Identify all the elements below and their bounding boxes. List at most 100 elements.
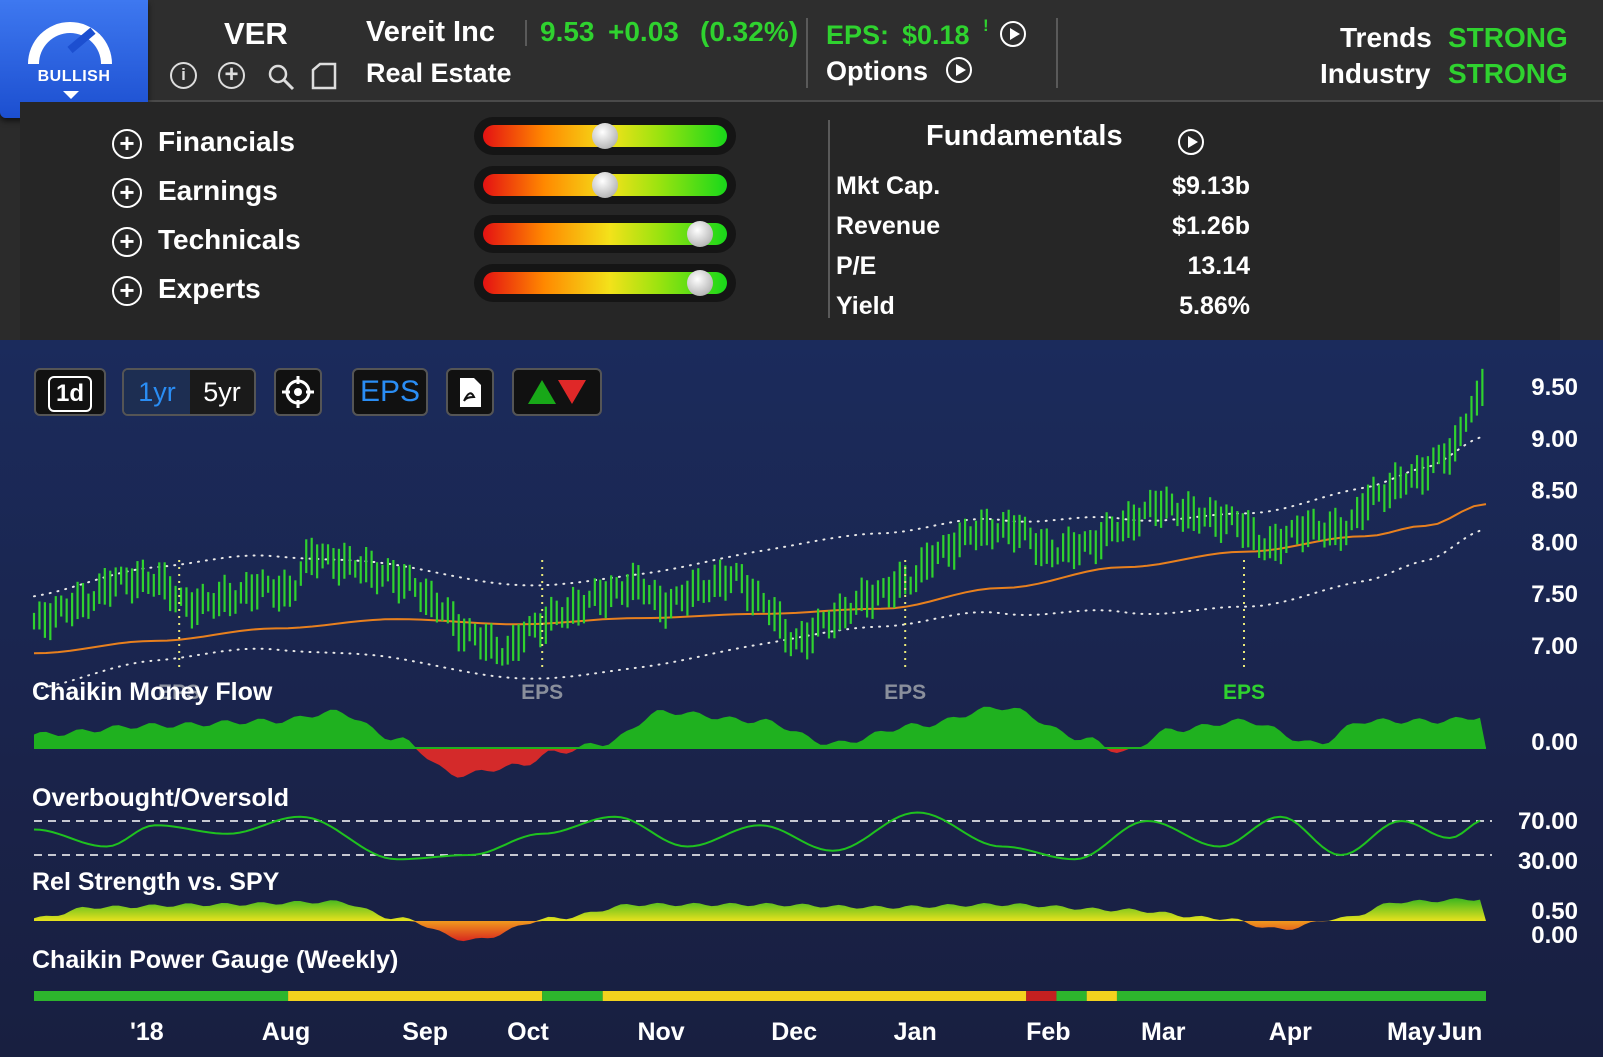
divider bbox=[525, 20, 527, 46]
fund-label: P/E bbox=[836, 252, 877, 280]
slider-knob bbox=[687, 221, 714, 247]
fund-label: Yield bbox=[836, 292, 895, 320]
expand-earnings-icon[interactable]: + bbox=[112, 178, 142, 208]
x-axis-label: Oct bbox=[507, 1018, 549, 1046]
options-play-icon[interactable] bbox=[946, 57, 972, 83]
power-gauge-segment bbox=[1086, 991, 1117, 1001]
slider-knob bbox=[592, 172, 618, 198]
up-down-arrows-icon bbox=[528, 380, 586, 404]
ticker-symbol: VER bbox=[224, 16, 288, 51]
x-axis-label: Mar bbox=[1141, 1018, 1186, 1046]
info-icon[interactable]: i bbox=[170, 62, 197, 89]
fundamentals-title: Fundamentals bbox=[926, 120, 1123, 152]
fundamentals-play-icon[interactable] bbox=[1178, 129, 1204, 155]
fund-value: 13.14 bbox=[1187, 252, 1250, 280]
price-tick-label: 7.50 bbox=[1531, 581, 1578, 608]
rating-label: BULLISH bbox=[37, 68, 111, 85]
pdf-button[interactable] bbox=[446, 368, 494, 416]
price-tick-label: 7.00 bbox=[1531, 633, 1578, 660]
expand-experts-icon[interactable]: + bbox=[112, 276, 142, 306]
slider-knob bbox=[592, 123, 618, 149]
x-axis-label: Aug bbox=[262, 1018, 311, 1046]
power-gauge-segment bbox=[288, 991, 543, 1001]
money-flow-panel: 0.00 bbox=[34, 706, 1578, 778]
fund-value: $9.13b bbox=[1172, 172, 1250, 200]
add-icon[interactable]: + bbox=[218, 62, 245, 89]
bullish-rating-button[interactable]: BULLISH bbox=[0, 0, 148, 118]
search-icon[interactable] bbox=[266, 62, 296, 92]
eps-marker-label: EPS bbox=[1223, 681, 1265, 704]
rel-strength-panel: 0.500.00 bbox=[34, 898, 1578, 949]
signal-arrows-button[interactable] bbox=[512, 368, 602, 416]
options-label[interactable]: Options bbox=[826, 56, 928, 86]
relstr-positive-area bbox=[34, 898, 1486, 921]
range-1d-button[interactable]: 1d bbox=[34, 368, 106, 416]
eps-toggle-button[interactable]: EPS bbox=[352, 368, 428, 416]
range-toggle: 1yr 5yr bbox=[122, 368, 256, 416]
range-5yr-button[interactable]: 5yr bbox=[203, 377, 241, 407]
crosshair-button[interactable] bbox=[274, 368, 322, 416]
eps-marker-label: EPS bbox=[158, 681, 200, 704]
industry-value: STRONG bbox=[1448, 58, 1568, 89]
power-gauge-segment bbox=[602, 991, 1027, 1001]
relstr-tick-label: 0.00 bbox=[1531, 922, 1578, 949]
divider bbox=[1056, 18, 1058, 88]
moving-average-line bbox=[33, 503, 1487, 655]
fund-value: $1.26b bbox=[1172, 212, 1250, 240]
company-name: Vereit Inc bbox=[366, 16, 495, 48]
x-axis: '18 Aug Sep Oct Nov Dec Jan Feb Mar Apr May Jun bbox=[130, 1018, 1482, 1046]
trends-label: Trends bbox=[1340, 22, 1432, 53]
price-tick-label: 9.50 bbox=[1531, 374, 1578, 401]
score-label-technicals[interactable]: Technicals bbox=[158, 224, 301, 255]
eps-alert: ! bbox=[983, 16, 989, 35]
x-axis-label: Jun bbox=[1438, 1018, 1482, 1046]
bollinger-band-lower bbox=[33, 529, 1481, 691]
header-bar bbox=[0, 0, 1603, 102]
x-axis-label: Sep bbox=[402, 1018, 448, 1046]
x-axis-label: Feb bbox=[1026, 1018, 1070, 1046]
gauge-icon bbox=[28, 22, 112, 64]
price-tick-label: 8.50 bbox=[1531, 478, 1578, 505]
power-gauge-panel bbox=[34, 991, 1486, 1001]
summary-header: BULLISH VER i + Vereit Inc Real Estate 9… bbox=[0, 0, 1603, 340]
trends-value: STRONG bbox=[1448, 22, 1568, 53]
divider bbox=[806, 18, 808, 88]
eps-play-icon[interactable] bbox=[1000, 21, 1026, 47]
eps-label: EPS: bbox=[826, 20, 890, 50]
chart-area bbox=[0, 340, 1603, 1057]
overbought-label: 70.00 bbox=[1518, 808, 1578, 835]
oversold-label: 30.00 bbox=[1518, 848, 1578, 875]
overbought-oversold-panel: 70.00 30.00 bbox=[33, 808, 1578, 875]
range-1yr-button[interactable]: 1yr bbox=[124, 370, 190, 414]
score-slider-experts bbox=[474, 264, 736, 302]
price-change: +0.03 bbox=[608, 16, 679, 47]
power-gauge-segment bbox=[1026, 991, 1057, 1001]
cmf-negative-area bbox=[34, 748, 1486, 778]
slider-knob bbox=[687, 270, 714, 296]
sector-label: Real Estate bbox=[366, 58, 512, 88]
power-gauge-segment bbox=[1116, 991, 1486, 1001]
power-gauge-segment bbox=[542, 991, 603, 1001]
score-label-experts[interactable]: Experts bbox=[158, 273, 261, 304]
pdf-icon bbox=[460, 378, 481, 407]
score-slider-technicals bbox=[474, 215, 736, 253]
power-gauge-title: Chaikin Power Gauge (Weekly) bbox=[32, 946, 399, 974]
industry-label: Industry bbox=[1320, 58, 1431, 89]
x-axis-label: Apr bbox=[1269, 1018, 1312, 1046]
cmf-positive-area bbox=[34, 706, 1486, 748]
expand-technicals-icon[interactable]: + bbox=[112, 227, 142, 257]
fund-label: Mkt Cap. bbox=[836, 172, 941, 200]
cmf-tick-label: 0.00 bbox=[1531, 729, 1578, 756]
expand-financials-icon[interactable]: + bbox=[112, 129, 142, 159]
obos-line bbox=[33, 811, 1481, 861]
obos-title: Overbought/Oversold bbox=[32, 784, 289, 812]
x-axis-label: Dec bbox=[771, 1018, 817, 1046]
divider bbox=[828, 120, 830, 318]
score-slider-earnings bbox=[474, 166, 736, 204]
note-icon[interactable] bbox=[310, 62, 338, 90]
cmf-title: Chaikin Money Flow bbox=[32, 678, 273, 706]
score-label-earnings[interactable]: Earnings bbox=[158, 175, 278, 206]
score-label-financials[interactable]: Financials bbox=[158, 126, 295, 157]
x-axis-label: May bbox=[1387, 1018, 1436, 1046]
